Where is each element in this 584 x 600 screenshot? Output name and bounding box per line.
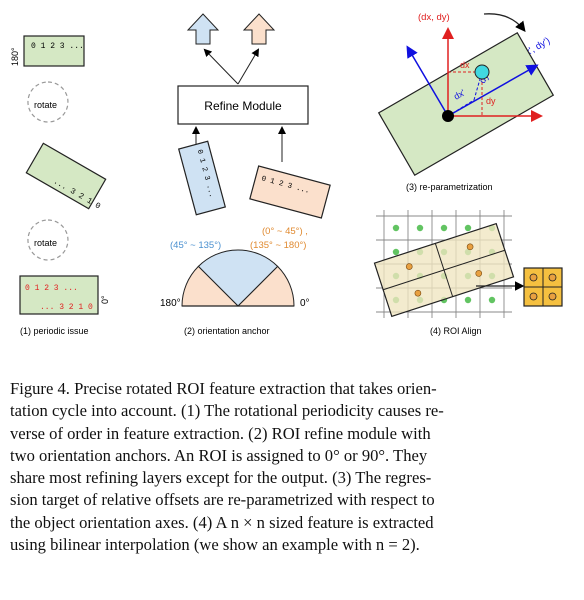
roi-box-rotated: [25, 142, 107, 210]
caption-line: tation cycle into account. (1) The rotat…: [10, 401, 444, 421]
anchor-angle-180: 180°: [160, 298, 181, 309]
range-blue-label: (45° ~ 135°): [170, 240, 221, 251]
output-feature-2x2: [523, 267, 563, 307]
panel-orientation-anchor: Refine Module 0 1 2 3 ... 0 1 2 3 ... (4…: [160, 13, 331, 336]
panel-roi-align: (4) ROI Align: [373, 210, 563, 336]
rotate-circle-2: [27, 219, 69, 261]
caption-line: the object orientation axes. (4) A n × n…: [10, 512, 434, 532]
anchor-roi-blue: [177, 140, 227, 216]
roi-code-red-top: 0 1 2 3 ...: [25, 284, 78, 293]
anchor-sector-blue: [197, 249, 279, 307]
rotate-label-1: rotate: [34, 100, 57, 110]
panel4-caption: (4) ROI Align: [430, 326, 482, 336]
angle-180-label: 180°: [10, 47, 20, 66]
panel1-caption: (1) periodic issue: [20, 326, 89, 336]
rotate-label-2: rotate: [34, 238, 57, 248]
range-orange-label-2: (135° ~ 180°): [250, 240, 306, 251]
output-arrow-orange: [242, 13, 276, 45]
roi-code-top: 0 1 2 3 ...: [31, 42, 84, 51]
caption-line: two orientation anchors. An ROI is assig…: [10, 445, 428, 465]
caption-line: verse of order in feature extraction. (2…: [10, 423, 431, 443]
origin-point: [442, 110, 454, 122]
caption-line: using bilinear interpolation (we show an…: [10, 535, 420, 555]
output-arrow-blue: [186, 13, 220, 45]
rotate-circle-1: [27, 81, 69, 123]
label-dx: dx: [460, 60, 470, 70]
refine-module-box: [177, 85, 309, 125]
roi-box-top: [23, 35, 85, 67]
figure-4: 180° 0 1 2 3 ... rotate ... 3 2 1 0 rota…: [10, 12, 563, 336]
range-orange-label-1: (0° ~ 45°) ,: [262, 226, 308, 237]
caption-line: Figure 4. Precise rotated ROI feature ex…: [10, 379, 437, 398]
roi-box-bottom: [19, 275, 99, 315]
label-dy: dy: [486, 96, 496, 106]
figure-caption: Figure 4. Precise rotated ROI feature ex…: [10, 378, 576, 556]
caption-line: sion target of relative offsets are re-p…: [10, 490, 435, 510]
refine-module-label: Refine Module: [204, 99, 282, 113]
rotated-roi-box: [377, 32, 555, 176]
roi-code-red-bottom: ... 3 2 1 0: [40, 303, 93, 312]
panel2-caption: (2) orientation anchor: [184, 326, 270, 336]
panel-periodic-issue: 180° 0 1 2 3 ... rotate ... 3 2 1 0 rota…: [10, 35, 110, 336]
label-dx-prime: dx': [452, 87, 467, 101]
sample-points: [405, 243, 483, 297]
panel3-caption: (3) re-parametrization: [406, 182, 493, 192]
angle-0-label: 0°: [100, 295, 110, 304]
anchor-roi-orange: [249, 165, 331, 219]
label-dx-dy: (dx, dy): [418, 12, 450, 23]
target-point: [474, 64, 490, 80]
panel-re-parametrization: (dx, dy) (dx', dy') dx dy dx' dy' (3) re…: [377, 12, 555, 192]
anchor-angle-0: 0°: [300, 298, 310, 309]
caption-line: share most refining layers except for th…: [10, 468, 432, 488]
